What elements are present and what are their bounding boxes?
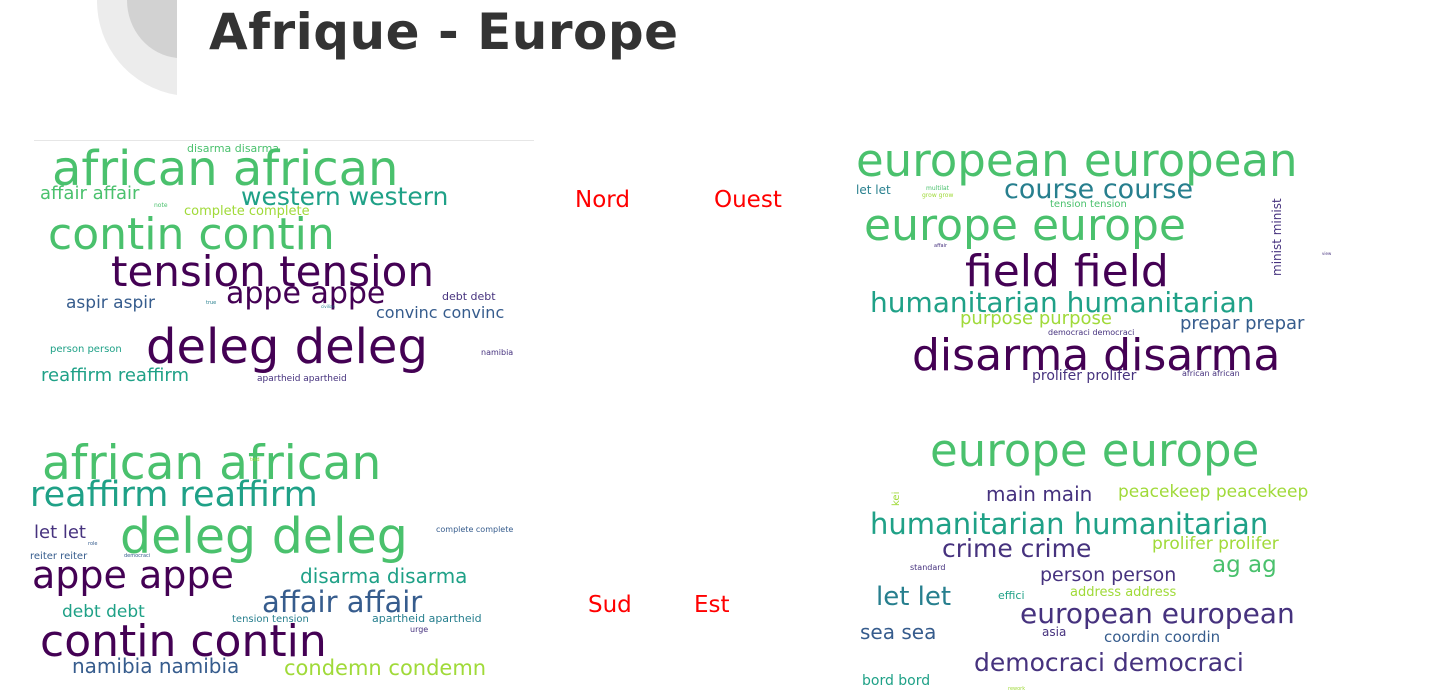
cloud-word: true — [206, 300, 217, 306]
cloud-word: complete complete — [184, 204, 310, 219]
cloud-word: apartheid apartheid — [257, 374, 347, 384]
word-cloud-nord: disarma disarma african african affair a… — [34, 140, 534, 393]
cloud-word: standard — [910, 563, 946, 572]
cloud-word: humanitarian humanitarian — [870, 507, 1269, 541]
cloud-word: view — [1322, 251, 1332, 256]
cloud-word: role — [88, 541, 98, 547]
cloud-word: let let — [34, 522, 86, 543]
cloud-word: african african — [52, 141, 399, 197]
cloud-word: reaffirm reaffirm — [30, 475, 318, 515]
cloud-word: europe europe — [864, 200, 1186, 251]
cloud-word: coordin coordin — [1104, 628, 1221, 646]
cloud-word: course course — [1004, 174, 1194, 205]
cloud-word: effici — [998, 589, 1025, 602]
cloud-word: disarma disarma — [912, 330, 1281, 381]
cloud-word: affair — [934, 243, 948, 249]
cloud-word: let let — [876, 582, 952, 612]
cloud-word: complete complete — [436, 525, 514, 534]
cloud-word: purpose purpose — [960, 308, 1112, 329]
cloud-word: asia — [1042, 625, 1067, 639]
cloud-word: prepar prepar — [1180, 313, 1305, 334]
cloud-word: civilian — [321, 304, 335, 309]
cloud-word: european european — [856, 138, 1298, 187]
cloud-word: peacekeep peacekeep — [1118, 482, 1309, 502]
page-title: Afrique - Europe — [209, 3, 679, 61]
region-label-sud: Sud — [588, 592, 632, 618]
cloud-word: affair affair — [40, 183, 140, 204]
cloud-word: humanitarian humanitarian — [870, 286, 1255, 319]
cloud-word: ag ag — [1212, 552, 1277, 578]
cloud-word: convinc convinc — [376, 303, 505, 322]
cloud-word: note — [154, 202, 168, 209]
cloud-word: europe europe — [930, 424, 1260, 477]
cloud-word: reaffirm reaffirm — [41, 365, 189, 386]
cloud-word: field field — [965, 246, 1169, 297]
region-label-est: Est — [694, 592, 730, 618]
cloud-word: disarma disarma — [187, 142, 280, 155]
cloud-word: appe appe — [226, 276, 386, 311]
cloud-word: prolifer prolifer — [1152, 534, 1279, 554]
cloud-word: namibia namibia — [72, 654, 240, 678]
cloud-word: prolifer prolifer — [1032, 368, 1137, 384]
cloud-word: deleg deleg — [146, 319, 428, 375]
cloud-word: urge — [410, 625, 429, 634]
cloud-word: person person — [1040, 564, 1177, 586]
cloud-word: apartheid apartheid — [372, 612, 482, 625]
cloud-word: grow grow — [922, 192, 954, 199]
cloud-word: address address — [1070, 585, 1177, 600]
cloud-word: bord bord — [862, 673, 931, 689]
cloud-word: debt debt — [442, 290, 496, 303]
cloud-word: tension tension — [1050, 199, 1127, 210]
cloud-word: multilat — [926, 185, 950, 192]
cloud-word: condemn condemn — [284, 656, 487, 680]
cloud-word: person person — [50, 344, 122, 355]
cloud-word: namibia — [481, 348, 514, 357]
cloud-word: democraci democraci — [1048, 328, 1135, 337]
cloud-word: african african — [42, 440, 382, 491]
cloud-word: let let — [856, 183, 891, 197]
cloud-word: crime crime — [942, 534, 1092, 563]
cloud-word: deleg deleg — [120, 508, 408, 565]
cloud-word: western western — [241, 182, 449, 211]
decorative-quarter-circle-icon — [97, 0, 177, 95]
cloud-word: kei — [891, 491, 902, 506]
cloud-word: democraci democraci — [974, 648, 1244, 677]
cloud-word: aspir aspir — [66, 293, 155, 313]
cloud-word: disarma disarma — [300, 564, 468, 588]
region-label-ouest: Ouest — [714, 187, 782, 213]
word-cloud-sud: african african told reaffirm reaffirm l… — [28, 440, 528, 690]
cloud-word: main main — [986, 482, 1093, 506]
cloud-word: reiter reiter — [30, 551, 88, 562]
cloud-word: contin contin — [48, 209, 335, 260]
cloud-word: minist minist — [1270, 198, 1284, 276]
region-label-nord: Nord — [575, 187, 630, 213]
cloud-word: contin contin — [40, 616, 327, 667]
cloud-word: appe appe — [32, 553, 234, 597]
cloud-word: told — [250, 457, 260, 463]
cloud-word: tension tension — [111, 247, 434, 296]
cloud-word: european european — [1020, 597, 1295, 630]
cloud-word: rework — [1008, 686, 1026, 692]
word-cloud-est: europe europe kei main main peacekeep pe… — [852, 424, 1352, 692]
cloud-word: affair affair — [262, 585, 423, 619]
cloud-word: debt debt — [62, 602, 145, 622]
word-cloud-ouest: european european let let multilat grow … — [852, 138, 1352, 390]
cloud-word: tension tension — [232, 614, 309, 625]
cloud-word: african african — [1182, 369, 1240, 378]
cloud-word: democraci — [124, 553, 151, 559]
cloud-word: sea sea — [860, 620, 937, 644]
